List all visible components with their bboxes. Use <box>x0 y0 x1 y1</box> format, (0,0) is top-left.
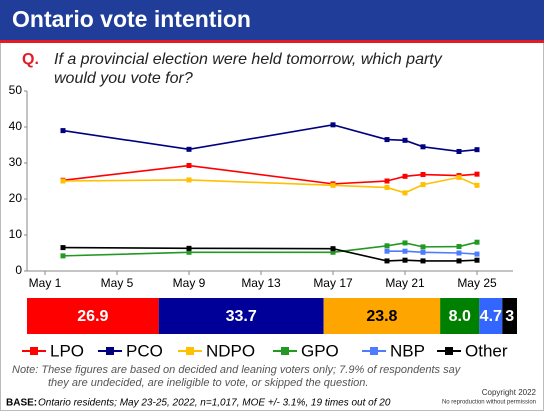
note: they are undecided, are ineligible to vo… <box>48 377 368 389</box>
title: Ontario vote intention <box>12 6 251 32</box>
x-tick-label: May 21 <box>385 276 425 290</box>
header-bar <box>0 0 544 40</box>
strip-segment <box>440 298 480 334</box>
question-marker: Q. <box>22 51 39 68</box>
point <box>60 245 66 251</box>
point <box>60 128 66 134</box>
strip-label: 4.7 <box>480 308 502 325</box>
point <box>384 184 390 190</box>
point <box>384 243 390 249</box>
legend-label: PCO <box>126 341 163 360</box>
legend-label: GPO <box>301 341 339 360</box>
y-tick-label: 20 <box>9 191 23 205</box>
series-line <box>62 176 478 194</box>
y-tick-label: 0 <box>15 263 22 277</box>
y-tick-label: 50 <box>9 83 23 97</box>
legend-label: LPO <box>50 341 84 360</box>
strip-segment <box>479 298 503 334</box>
point <box>330 182 336 188</box>
x-tick-label: May 25 <box>457 276 497 290</box>
legend-swatch <box>370 347 378 355</box>
point <box>330 246 336 252</box>
x-tick-label: May 13 <box>241 276 281 290</box>
question-text: would you vote for? <box>54 70 193 87</box>
y-tick-label: 40 <box>9 119 23 133</box>
legend-label: NBP <box>390 341 425 360</box>
strip-label: 23.8 <box>366 308 397 325</box>
series-line <box>62 124 478 153</box>
legend-swatch <box>106 347 114 355</box>
series-line <box>62 246 478 262</box>
point <box>402 190 408 196</box>
series-line <box>62 241 478 257</box>
point <box>456 250 462 256</box>
strip-segment <box>502 298 517 334</box>
x-tick-label: May 1 <box>29 276 62 290</box>
y-tick-label: 10 <box>9 227 23 241</box>
point <box>402 137 408 143</box>
strip-segment <box>27 298 159 334</box>
legend-label: NDPO <box>206 341 255 360</box>
base-text: Ontario residents; May 23-25, 2022, n=1,… <box>38 398 391 409</box>
point <box>330 122 336 128</box>
point <box>186 245 192 251</box>
point <box>384 137 390 143</box>
point <box>474 257 480 263</box>
x-tick-label: May 17 <box>313 276 353 290</box>
legend-label: Other <box>465 341 508 360</box>
point <box>402 248 408 254</box>
point <box>60 253 66 259</box>
header-rule <box>0 40 544 43</box>
point <box>60 178 66 184</box>
strip-segment <box>158 298 324 334</box>
point <box>420 244 426 250</box>
point <box>474 251 480 257</box>
base-label: BASE: <box>6 398 37 409</box>
point <box>384 248 390 254</box>
point <box>186 249 192 255</box>
legend-swatch <box>281 347 289 355</box>
point <box>420 144 426 150</box>
point <box>384 258 390 264</box>
x-tick-label: May 9 <box>173 276 206 290</box>
y-tick-label: 30 <box>9 155 23 169</box>
point <box>186 146 192 152</box>
point <box>456 258 462 264</box>
point <box>456 174 462 180</box>
copyright: No reproduction without permission <box>442 400 536 406</box>
x-tick-label: May 5 <box>101 276 134 290</box>
point <box>456 244 462 250</box>
point <box>402 257 408 263</box>
point <box>474 147 480 153</box>
legend-swatch <box>30 347 38 355</box>
copyright: Copyright 2022 <box>482 388 537 397</box>
strip-label: 8.0 <box>449 308 471 325</box>
point <box>330 249 336 255</box>
legend-swatch <box>445 347 453 355</box>
point <box>420 249 426 255</box>
point <box>186 163 192 169</box>
strip-label: 3 <box>505 308 514 325</box>
legend-swatch <box>186 347 194 355</box>
point <box>420 182 426 188</box>
strip-label: 26.9 <box>77 308 108 325</box>
strip-label: 33.7 <box>226 308 257 325</box>
point <box>474 182 480 188</box>
point <box>420 172 426 178</box>
note: Note: These figures are based on decided… <box>12 364 462 376</box>
point <box>474 239 480 245</box>
question-text: If a provincial election were held tomor… <box>54 51 443 68</box>
point <box>384 178 390 184</box>
point <box>474 171 480 177</box>
strip-segment <box>323 298 441 334</box>
point <box>456 148 462 154</box>
point <box>420 258 426 264</box>
point <box>402 240 408 246</box>
series-line <box>62 164 478 185</box>
point <box>402 173 408 179</box>
point <box>186 177 192 183</box>
